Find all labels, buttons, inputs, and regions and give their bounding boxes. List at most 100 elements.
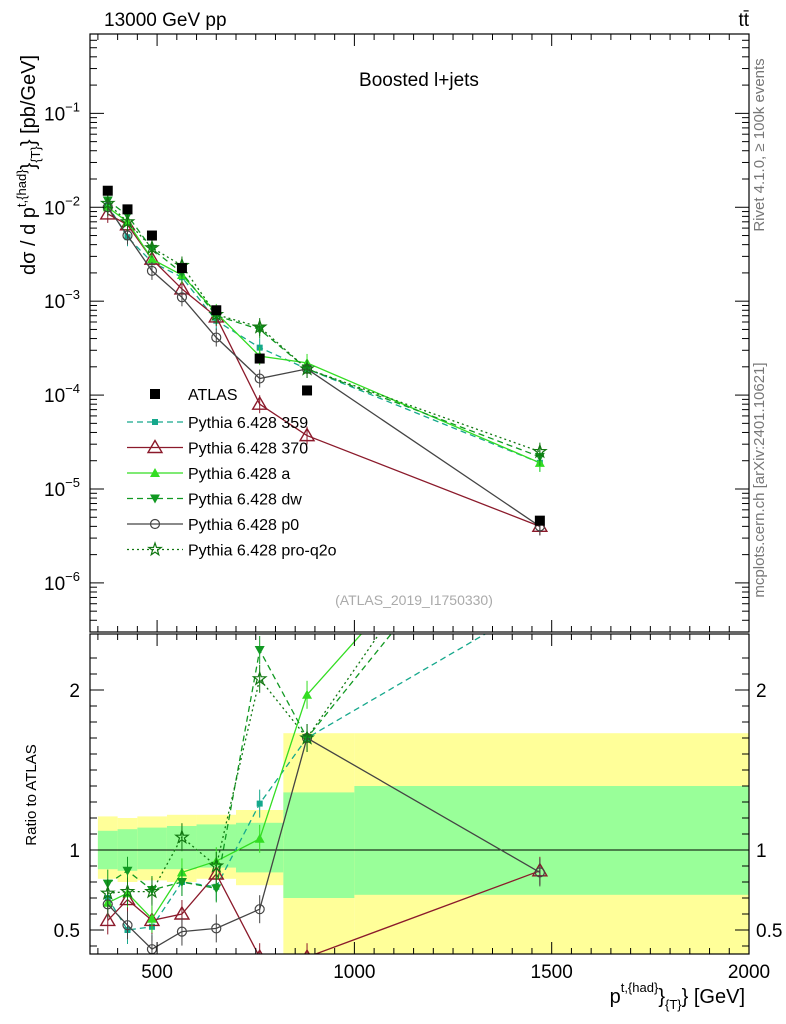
y-tick-label: 10−5 [44,475,80,501]
series-point [211,332,222,343]
ratio-point [299,729,315,745]
ratio-point [99,884,116,901]
series-point [254,373,265,384]
side-label-rivet: Rivet 4.1.0, ≥ 100k events [751,58,768,231]
watermark: (ATLAS_2019_I1750330) [335,592,493,608]
ratio-tick-label-right: 2 [756,681,767,702]
process-label: tt̄ [738,10,749,31]
ratio-point [251,670,268,686]
y-axis-title: dσ / d pt,{had}}{T}} [pb/GeV] [14,55,43,275]
uncertainty-bands [97,733,749,954]
legend-label: ATLAS [188,387,238,404]
ratio-point [122,920,133,931]
atlas-point [176,263,187,274]
legend: ATLAS Pythia 6.428 359 Pythia 6.428 370 Pyt… [127,387,337,560]
atlas-point [211,305,222,316]
inner-band-7 [354,786,749,895]
ratio-point [99,912,116,927]
series-line-main [107,206,541,527]
chart-title: Boosted l+jets [359,70,479,91]
ratio-tick-label-right: 1 [756,841,767,862]
legend-marker [150,468,160,477]
ratio-point [254,904,265,915]
legend-label: Pythia 6.428 dw [188,492,302,509]
ratio-point [176,878,187,887]
inner-band-2 [137,827,167,870]
atlas-points [102,185,545,526]
atlas-point [254,353,265,364]
legend-label: Pythia 6.428 pro-q2o [188,543,337,560]
series-main-0 [104,196,543,472]
legend-marker [150,494,160,504]
legend-entry-5: Pythia 6.428 pro-q2o [127,541,337,560]
legend-entry-3: Pythia 6.428 dw [127,492,302,509]
ratio-point [174,828,190,845]
legend-entry-1: Pythia 6.428 370 [127,439,308,458]
series-line-ratio [107,737,541,951]
legend-entry-2: Pythia 6.428 a [127,466,290,483]
series-ratio-5 [99,396,546,908]
series-line-main [107,199,541,458]
ratio-point [144,883,160,899]
series-line-ratio [107,634,380,894]
series-point [251,395,268,410]
ratio-point [254,833,265,843]
y-axis-label: dσ / d pt,{had}}{T}} [pb/GeV] [14,55,43,275]
ratio-frame [89,633,750,955]
ratio-axis-label: Ratio to ATLAS [23,744,40,845]
legend-marker [152,419,158,425]
axis-ticks: 500 1000 1500 2000 10−6 10−5 10−4 10−3 10−2 10−1 0… [44,34,782,983]
series-line-ratio [107,634,392,891]
x-tick-label: 1500 [531,962,573,983]
legend-entry-4: Pythia 6.428 p0 [127,517,299,534]
series-line-main [107,202,541,453]
atlas-point [146,230,157,241]
ratio-tick-label-left: 0.5 [54,921,80,942]
main-frame [89,33,750,633]
y-tick-label: 10−1 [44,99,80,125]
plot-frames [89,33,750,955]
atlas-point [102,185,113,196]
ratio-point [302,689,313,699]
y-tick-label: 10−6 [44,569,80,595]
y-tick-label: 10−2 [44,193,80,219]
x-tick-label: 500 [141,962,173,983]
legend-marker [149,518,161,530]
x-tick-label: 2000 [728,962,770,983]
ratio-point [534,396,546,408]
legend-label: Pythia 6.428 a [188,466,290,483]
ratio-point [211,923,222,934]
series-line-main [107,204,541,464]
legend-entry-atlas: ATLAS [150,387,238,404]
ratio-tick-label-left: 2 [69,681,80,702]
ratio-point [122,866,133,876]
series-main-2 [102,198,545,472]
series-point [122,230,133,241]
energy-label: 13000 GeV pp [104,10,227,31]
x-axis-label: pt,{had}}{T}} [GeV] [610,980,745,1012]
x-tick-label: 1000 [333,962,375,983]
series-main-3 [102,191,545,466]
legend-label: Pythia 6.428 p0 [188,517,299,534]
atlas-point [122,204,133,215]
series-point [251,318,268,334]
ratio-point [208,857,225,873]
series-point [146,254,157,264]
legend-entry-0: Pythia 6.428 359 [127,415,308,432]
ratio-tick-label-right: 0.5 [756,921,782,942]
series-point [99,195,116,211]
series-line-ratio [107,870,541,954]
series-point [144,239,160,255]
ratio-tick-label-left: 1 [69,841,80,862]
legend-label: Pythia 6.428 359 [188,415,308,432]
legend-label: Pythia 6.428 370 [188,441,308,458]
ratio-point [535,429,545,438]
series-point [531,443,548,459]
legend-marker [150,389,160,399]
ratio-point [146,913,157,923]
ratio-point [211,884,222,894]
ratio-point [254,646,265,655]
series-point [299,360,315,376]
series-main-5 [99,194,548,461]
